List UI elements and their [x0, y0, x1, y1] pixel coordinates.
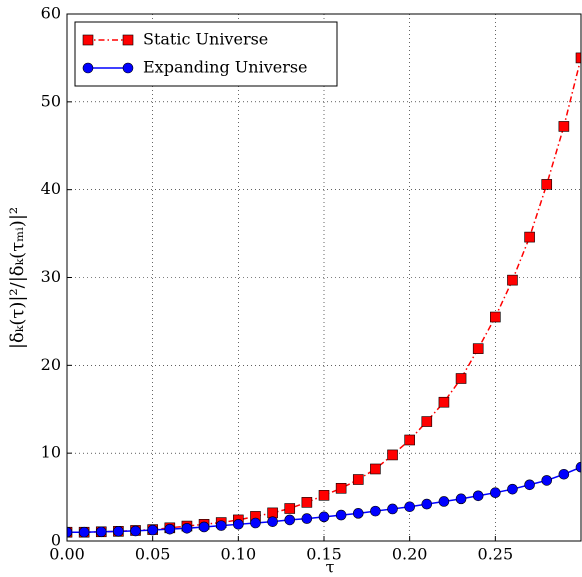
legend-box — [74, 21, 338, 87]
marker — [267, 516, 278, 527]
marker — [284, 514, 296, 526]
legend-marker — [122, 62, 134, 74]
marker — [301, 513, 313, 524]
y-tick-label: 40 — [41, 179, 61, 198]
marker — [455, 373, 467, 384]
marker — [558, 468, 570, 480]
marker — [524, 479, 535, 491]
plot-frame — [66, 13, 582, 542]
marker — [164, 523, 176, 535]
marker — [335, 509, 347, 521]
marker — [301, 497, 313, 508]
marker — [421, 498, 433, 510]
y-tick-label: 10 — [41, 443, 61, 462]
marker — [318, 490, 330, 501]
marker — [233, 519, 244, 530]
x-axis-label: τ — [326, 558, 335, 577]
marker — [438, 396, 450, 408]
y-tick-label: 60 — [41, 4, 61, 23]
marker — [147, 524, 158, 536]
marker — [575, 461, 581, 473]
marker — [113, 526, 124, 537]
marker — [250, 517, 261, 529]
marker — [318, 511, 330, 523]
marker — [404, 434, 415, 446]
marker — [541, 475, 553, 486]
marker — [472, 490, 484, 502]
marker — [472, 343, 484, 354]
marker — [490, 311, 501, 323]
marker — [67, 526, 73, 538]
y-tick-label: 0 — [51, 531, 61, 550]
marker — [95, 526, 107, 538]
marker — [335, 482, 347, 494]
marker — [524, 231, 535, 243]
marker — [421, 416, 433, 427]
y-tick-label: 20 — [41, 355, 61, 374]
marker — [438, 496, 450, 507]
x-tick-label: 0.15 — [306, 545, 342, 564]
marker — [284, 503, 296, 514]
marker — [558, 121, 570, 132]
marker — [490, 487, 501, 498]
marker — [404, 501, 415, 513]
legend-marker — [122, 34, 134, 46]
marker — [387, 503, 398, 515]
x-tick-label: 0.25 — [478, 545, 514, 564]
x-tick-label: 0.20 — [392, 545, 428, 564]
marker — [370, 463, 381, 475]
legend-marker — [82, 34, 94, 46]
plot-area — [67, 52, 581, 538]
y-axis-label: |δₖ(τ)|²/|δₖ(τₘᵢ)|² — [7, 207, 28, 349]
x-tick-label: 0.10 — [221, 545, 257, 564]
marker — [198, 521, 210, 533]
marker — [370, 505, 381, 517]
marker — [78, 526, 90, 538]
y-tick-label: 50 — [41, 91, 61, 110]
x-tick-label: 0.05 — [135, 545, 171, 564]
x-tick-label: 0.00 — [49, 545, 85, 564]
marker — [507, 483, 518, 495]
marker — [575, 52, 581, 64]
marker — [352, 508, 364, 519]
legend-label: Expanding Universe — [143, 58, 308, 77]
y-tick-label: 30 — [41, 267, 61, 286]
marker — [181, 522, 193, 534]
marker — [507, 274, 518, 286]
series-line — [67, 57, 581, 533]
marker — [387, 449, 398, 461]
legend-label: Static Universe — [143, 30, 268, 49]
marker — [541, 179, 553, 190]
marker — [455, 493, 467, 505]
marker — [130, 525, 141, 537]
marker — [352, 474, 364, 485]
marker — [215, 520, 227, 531]
legend-marker — [82, 62, 94, 74]
